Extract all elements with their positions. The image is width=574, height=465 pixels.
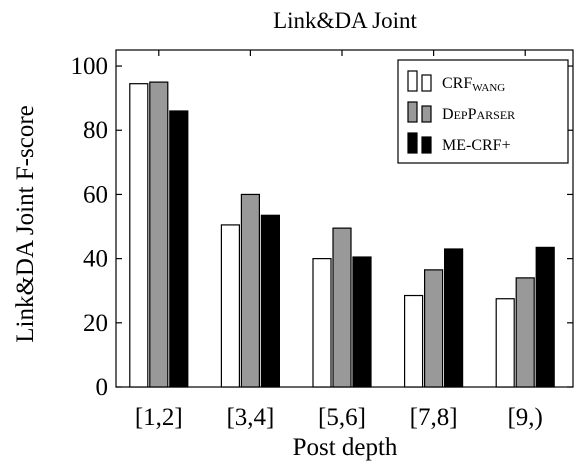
bar — [352, 256, 372, 388]
x-tick-label: [7,8] — [410, 404, 458, 431]
legend-swatch — [421, 105, 432, 123]
bar — [332, 227, 352, 388]
x-tick-label: [1,2] — [135, 404, 183, 431]
x-tick-label: [3,4] — [226, 404, 274, 431]
bar — [404, 294, 424, 388]
y-tick-label: 80 — [83, 117, 108, 144]
legend-label: ME-CRF+ — [442, 137, 511, 154]
y-tick-label: 100 — [71, 53, 109, 80]
y-tick-label: 0 — [96, 374, 109, 401]
y-tick-label: 20 — [83, 310, 108, 337]
bar — [444, 248, 464, 388]
bar — [149, 81, 169, 388]
y-axis-label: Link&DA Joint F-score — [12, 105, 39, 343]
bar — [169, 110, 189, 388]
legend-label: CRFWANG — [442, 75, 505, 94]
legend-swatch — [421, 74, 432, 92]
bar — [260, 214, 280, 388]
bar — [424, 269, 444, 388]
legend-swatch — [421, 136, 432, 154]
legend-swatch — [407, 132, 418, 154]
legend: CRFWANG DEPPARSER ME-CRF+ — [397, 59, 569, 164]
bar — [129, 83, 149, 388]
bar — [535, 246, 555, 388]
bar — [240, 193, 260, 388]
bar — [220, 224, 240, 388]
bar — [495, 298, 515, 388]
legend-label: DEPPARSER — [442, 106, 515, 123]
legend-swatch — [407, 101, 418, 123]
x-axis-label: Post depth — [293, 434, 398, 461]
chart-title: Link&DA Joint — [273, 8, 417, 33]
legend-swatch — [407, 70, 418, 92]
x-tick-label: [9,) — [507, 404, 542, 431]
y-tick-label: 60 — [83, 181, 108, 208]
y-tick-label: 40 — [83, 246, 108, 273]
plot-area: 0 20 40 60 80 100 [1,2] [3,4] [5,6] [7,8] [9,) — [71, 49, 574, 431]
x-tick-label: [5,6] — [318, 404, 366, 431]
bar — [312, 258, 332, 388]
bar — [515, 277, 535, 388]
